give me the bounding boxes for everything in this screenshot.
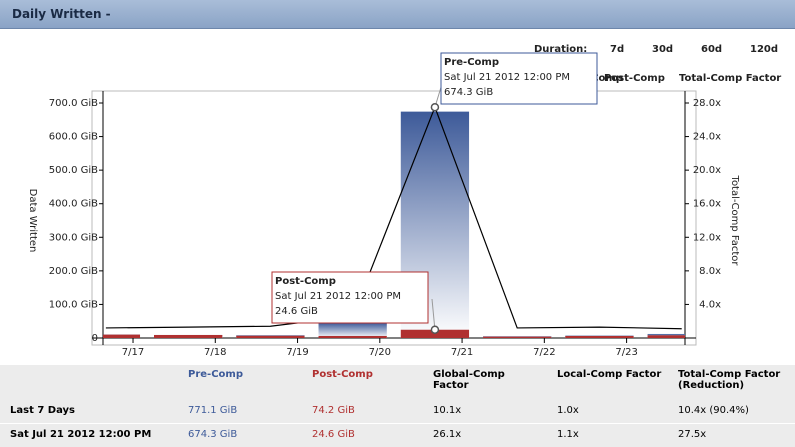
tooltip-connector <box>431 298 436 330</box>
summary-table: Pre-Comp Post-Comp Global-Comp Factor Local… <box>0 365 795 447</box>
bar <box>565 335 634 338</box>
tooltip-marker <box>430 325 440 334</box>
y2-tick-label: 20.0x <box>693 165 721 176</box>
tooltip-box <box>271 271 429 324</box>
tooltip-series: Post-Comp <box>275 276 336 287</box>
y2-tick-label: 16.0x <box>693 199 721 210</box>
tooltip-series: Pre-Comp <box>444 57 499 68</box>
bar <box>103 334 141 338</box>
duration-option[interactable]: 120d <box>750 44 778 55</box>
plot-frame <box>91 90 697 346</box>
table-cell: 26.1x <box>433 429 462 440</box>
table-header: Pre-Comp <box>188 369 243 380</box>
bar <box>318 335 387 338</box>
tooltip-date: Sat Jul 21 2012 12:00 PM <box>444 72 570 83</box>
x-tick-label: 7/18 <box>204 347 226 358</box>
y-tick-label: 600.0 GiB <box>49 132 98 143</box>
row-label: Sat Jul 21 2012 12:00 PM <box>10 429 152 440</box>
table-cell: 674.3 GiB <box>188 429 238 440</box>
tooltip-value: 674.3 GiB <box>444 87 493 98</box>
y2-tick-label: 28.0x <box>693 98 721 109</box>
table-cell: 771.1 GiB <box>188 405 238 416</box>
tooltip-value: 24.6 GiB <box>275 306 318 317</box>
legend-entry: Post-Comp <box>604 73 665 84</box>
y2-tick-label: 4.0x <box>699 299 721 310</box>
x-tick-label: 7/21 <box>451 347 473 358</box>
y-tick-label: 400.0 GiB <box>49 199 98 210</box>
y-tick-label: 100.0 GiB <box>49 299 98 310</box>
y2-axis-title: Total-Comp Factor <box>729 175 740 267</box>
table-header: Total-Comp Factor (Reduction) <box>678 369 781 391</box>
y2-tick-label: 24.0x <box>693 132 721 143</box>
header-title: Daily Written - <box>12 7 111 21</box>
bar <box>647 335 685 338</box>
table-cell: 1.0x <box>557 405 579 416</box>
bar <box>236 335 305 338</box>
duration-label: Duration: <box>534 44 587 55</box>
header-bar: Daily Written - <box>0 0 795 29</box>
tooltip-date: Sat Jul 21 2012 12:00 PM <box>275 291 401 302</box>
table-header: Global-Comp Factor <box>433 369 505 391</box>
duration-option[interactable]: 60d <box>701 44 722 55</box>
line-series <box>105 105 682 330</box>
y-tick-label: 500.0 GiB <box>49 165 98 176</box>
x-tick-label: 7/23 <box>615 347 637 358</box>
y-axis-title: Data Written <box>27 189 38 253</box>
legend-entry: Total-Comp Factor <box>679 73 781 84</box>
row-label: Last 7 Days <box>10 405 75 416</box>
x-tick-label: 7/17 <box>122 347 144 358</box>
table-cell: 74.2 GiB <box>312 405 355 416</box>
x-tick-label: 7/22 <box>533 347 555 358</box>
table-cell: 1.1x <box>557 429 579 440</box>
y-tick-label: 0 <box>92 333 98 344</box>
table-header: Post-Comp <box>312 369 373 380</box>
x-tick-label: 7/20 <box>369 347 391 358</box>
table-cell: 24.6 GiB <box>312 429 355 440</box>
table-cell: 27.5x <box>678 429 707 440</box>
y2-tick-label: 8.0x <box>699 266 721 277</box>
tooltip-marker <box>430 102 440 112</box>
bar <box>318 322 387 338</box>
chart: Duration: 7d 30d 60d 120d Pre-Comp Post-Comp To… <box>27 44 781 358</box>
y2-tick-label: 12.0x <box>693 232 721 243</box>
y-tick-label: 700.0 GiB <box>49 98 98 109</box>
bar <box>483 336 552 338</box>
table-header: Local-Comp Factor <box>557 369 662 380</box>
tooltip-box <box>440 52 598 105</box>
y-tick-label: 200.0 GiB <box>49 266 98 277</box>
bar <box>154 334 223 338</box>
x-tick-label: 7/19 <box>286 347 308 358</box>
duration-option[interactable]: 7d <box>610 44 624 55</box>
duration-option[interactable]: 30d <box>652 44 673 55</box>
table-cell: 10.4x (90.4%) <box>678 405 749 416</box>
y-tick-label: 300.0 GiB <box>49 232 98 243</box>
row-separator <box>0 423 795 424</box>
table-cell: 10.1x <box>433 405 462 416</box>
